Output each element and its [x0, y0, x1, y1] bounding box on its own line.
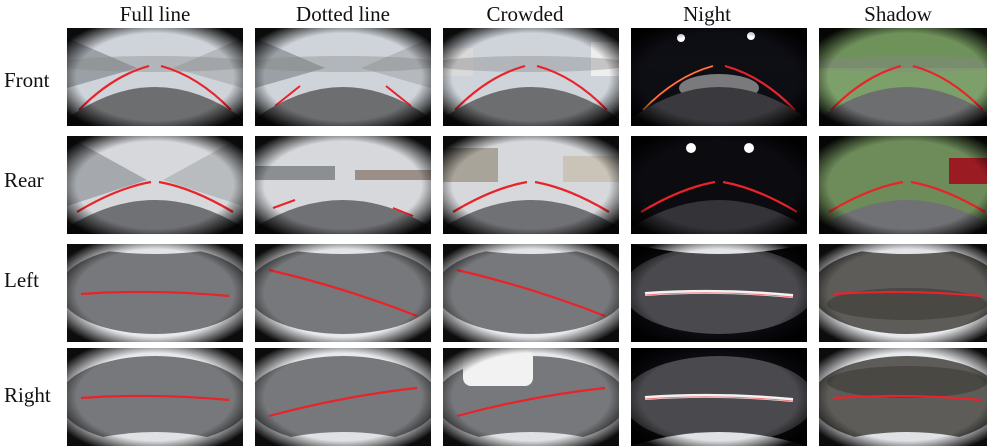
thumbnail-right-dotted-line	[255, 348, 431, 446]
thumbnail-right-crowded	[443, 348, 619, 446]
thumbnail-rear-full-line	[67, 136, 243, 234]
thumbnail-rear-dotted-line	[255, 136, 431, 234]
column-title-night: Night	[683, 2, 731, 26]
row-title-right: Right	[4, 383, 51, 407]
column-title-shadow: Shadow	[864, 2, 932, 26]
thumbnail-right-night	[631, 348, 807, 446]
thumbnail-left-crowded	[443, 244, 619, 342]
thumbnail-left-shadow	[819, 244, 987, 342]
thumbnail-right-full-line	[67, 348, 243, 446]
column-title-dotted-line: Dotted line	[296, 2, 390, 26]
row-title-rear: Rear	[4, 168, 44, 192]
thumbnail-right-shadow	[819, 348, 987, 446]
thumbnail-left-full-line	[67, 244, 243, 342]
column-title-full-line: Full line	[119, 2, 191, 26]
thumbnail-rear-crowded	[443, 136, 619, 234]
thumbnail-rear-night	[631, 136, 807, 234]
column-title-crowded: Crowded	[486, 2, 564, 26]
row-title-front: Front	[4, 68, 50, 92]
thumbnail-left-night	[631, 244, 807, 342]
row-title-left: Left	[4, 268, 39, 292]
thumbnail-left-dotted-line	[255, 244, 431, 342]
thumbnail-front-dotted-line	[255, 28, 431, 126]
thumbnail-front-full-line	[67, 28, 243, 126]
thumbnail-front-night	[631, 28, 807, 126]
thumbnail-front-shadow	[819, 28, 987, 126]
thumbnail-front-crowded	[443, 28, 619, 126]
thumbnail-rear-shadow	[819, 136, 987, 234]
